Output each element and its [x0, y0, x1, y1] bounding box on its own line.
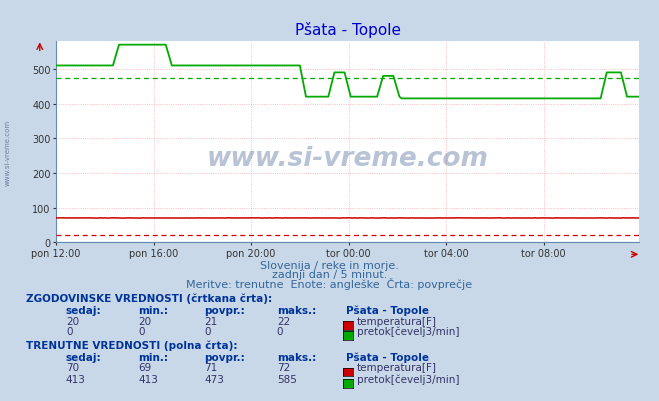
Text: sedaj:: sedaj:: [66, 352, 101, 362]
Text: www.si-vreme.com: www.si-vreme.com: [5, 119, 11, 185]
Text: 413: 413: [138, 374, 158, 384]
Text: 20: 20: [66, 316, 79, 326]
Text: 473: 473: [204, 374, 224, 384]
Text: 413: 413: [66, 374, 86, 384]
Text: 0: 0: [66, 326, 72, 336]
Text: povpr.:: povpr.:: [204, 306, 245, 316]
Text: maks.:: maks.:: [277, 306, 316, 316]
Text: 0: 0: [277, 326, 283, 336]
Text: 0: 0: [138, 326, 145, 336]
Text: 71: 71: [204, 363, 217, 373]
Text: TRENUTNE VREDNOSTI (polna črta):: TRENUTNE VREDNOSTI (polna črta):: [26, 340, 238, 350]
Title: Pšata - Topole: Pšata - Topole: [295, 22, 401, 38]
Text: 20: 20: [138, 316, 152, 326]
Text: zadnji dan / 5 minut.: zadnji dan / 5 minut.: [272, 269, 387, 279]
Text: temperatura[F]: temperatura[F]: [357, 363, 437, 373]
Text: temperatura[F]: temperatura[F]: [357, 316, 437, 326]
Text: Pšata - Topole: Pšata - Topole: [346, 305, 429, 316]
Text: 22: 22: [277, 316, 290, 326]
Text: povpr.:: povpr.:: [204, 352, 245, 362]
Text: min.:: min.:: [138, 352, 169, 362]
Text: 21: 21: [204, 316, 217, 326]
Text: 70: 70: [66, 363, 79, 373]
Text: www.si-vreme.com: www.si-vreme.com: [207, 146, 488, 171]
Text: Meritve: trenutne  Enote: angleške  Črta: povprečje: Meritve: trenutne Enote: angleške Črta: …: [186, 277, 473, 290]
Text: 585: 585: [277, 374, 297, 384]
Text: 0: 0: [204, 326, 211, 336]
Text: Pšata - Topole: Pšata - Topole: [346, 351, 429, 362]
Text: pretok[čevelj3/min]: pretok[čevelj3/min]: [357, 373, 460, 384]
Text: pretok[čevelj3/min]: pretok[čevelj3/min]: [357, 326, 460, 336]
Text: sedaj:: sedaj:: [66, 306, 101, 316]
Text: 72: 72: [277, 363, 290, 373]
Text: min.:: min.:: [138, 306, 169, 316]
Text: maks.:: maks.:: [277, 352, 316, 362]
Text: Slovenija / reke in morje.: Slovenija / reke in morje.: [260, 260, 399, 270]
Text: 69: 69: [138, 363, 152, 373]
Text: ZGODOVINSKE VREDNOSTI (črtkana črta):: ZGODOVINSKE VREDNOSTI (črtkana črta):: [26, 293, 272, 304]
